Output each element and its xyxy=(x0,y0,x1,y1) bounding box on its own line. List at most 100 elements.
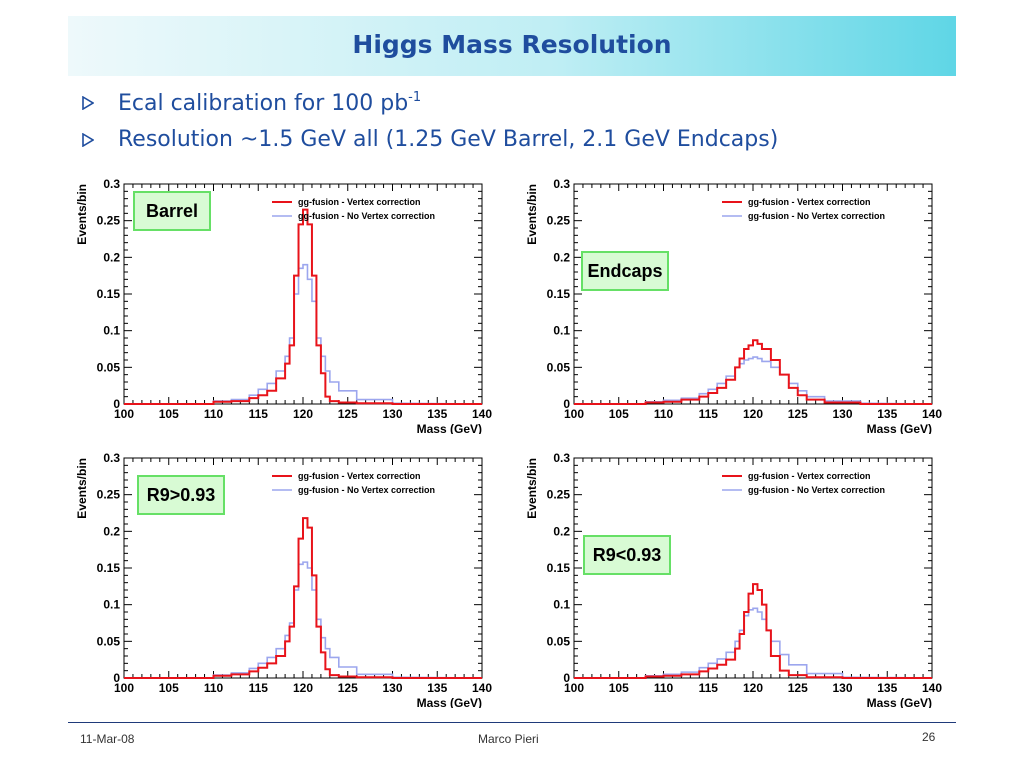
chart-svg: 100 105 110 115 120 125 130 135 140 0 0.05 0.1 0.15 0… xyxy=(525,451,942,708)
y-tick-label: 0.05 xyxy=(97,360,121,374)
y-tick-label: 0 xyxy=(113,671,120,685)
x-tick-label: 100 xyxy=(564,681,584,695)
legend-entry: gg-fusion - Vertex correction xyxy=(298,197,421,207)
bullet-text-main: Ecal calibration for 100 pb xyxy=(118,91,409,116)
x-axis-label: Mass (GeV) xyxy=(867,696,932,708)
x-tick-label: 110 xyxy=(204,681,224,695)
x-tick-label: 125 xyxy=(338,681,358,695)
x-tick-label: 100 xyxy=(114,681,134,695)
y-tick-label: 0.1 xyxy=(103,324,120,338)
x-tick-label: 135 xyxy=(427,681,447,695)
x-axis-label: Mass (GeV) xyxy=(867,422,932,434)
y-tick-label: 0.05 xyxy=(97,634,121,648)
y-tick-label: 0.15 xyxy=(97,561,121,575)
x-tick-label: 100 xyxy=(114,407,134,421)
x-tick-label: 110 xyxy=(654,407,674,421)
legend-entry: gg-fusion - No Vertex correction xyxy=(748,211,885,221)
y-tick-label: 0.25 xyxy=(547,214,571,228)
plot-tag-box xyxy=(137,475,225,515)
series-no-vertex-correction xyxy=(124,561,483,679)
x-tick-label: 140 xyxy=(472,681,492,695)
y-axis-label: Events/bin xyxy=(525,184,539,245)
plot-tag-box xyxy=(583,535,671,575)
y-tick-label: 0.1 xyxy=(103,598,120,612)
bullet-superscript: -1 xyxy=(408,90,422,105)
y-tick-label: 0.25 xyxy=(547,488,571,502)
x-tick-label: 120 xyxy=(743,681,763,695)
x-tick-label: 105 xyxy=(159,681,179,695)
bullet-text: Resolution ~1.5 GeV all (1.25 GeV Barrel… xyxy=(118,127,779,152)
x-tick-label: 135 xyxy=(877,407,897,421)
y-tick-label: 0.2 xyxy=(103,524,120,538)
y-axis-label: Events/bin xyxy=(525,458,539,519)
plot-tag-box xyxy=(133,191,211,231)
x-tick-label: 125 xyxy=(788,681,808,695)
plot-r9-high: 100 105 110 115 120 125 130 135 140 0 0.05 0.1 0.15 0… xyxy=(72,446,542,708)
arrow-bullet-icon xyxy=(82,96,94,110)
chart-svg: 100 105 110 115 120 125 130 135 140 0 0.05 0.1 0.15 0… xyxy=(75,177,492,434)
arrow-bullet-icon xyxy=(82,133,94,147)
y-tick-label: 0.25 xyxy=(97,214,121,228)
series-no-vertex-correction xyxy=(574,356,933,405)
x-tick-label: 105 xyxy=(609,407,629,421)
plot-endcaps: 100 105 110 115 120 125 130 135 140 0 0.05 0.1 0.15 0… xyxy=(522,172,992,434)
title-banner: Higgs Mass Resolution xyxy=(68,16,956,76)
x-axis-label: Mass (GeV) xyxy=(417,696,482,708)
x-tick-label: 135 xyxy=(877,681,897,695)
y-tick-label: 0.3 xyxy=(553,177,570,191)
footer-date: 11-Mar-08 xyxy=(80,732,135,746)
footer-page-number: 26 xyxy=(922,730,936,744)
y-tick-label: 0 xyxy=(563,397,570,411)
y-tick-label: 0.25 xyxy=(97,488,121,502)
y-tick-label: 0.2 xyxy=(553,250,570,264)
y-tick-label: 0.05 xyxy=(547,360,571,374)
plot-tag-label: R9<0.93 xyxy=(593,545,662,565)
y-tick-label: 0.15 xyxy=(547,561,571,575)
plot-tag-label: Barrel xyxy=(146,201,198,221)
plot-tag-box xyxy=(581,251,669,291)
y-tick-label: 0.1 xyxy=(553,324,570,338)
x-tick-label: 115 xyxy=(249,407,269,421)
x-tick-label: 105 xyxy=(609,681,629,695)
y-tick-label: 0.3 xyxy=(103,451,120,465)
y-tick-label: 0.3 xyxy=(553,451,570,465)
x-tick-label: 110 xyxy=(204,407,224,421)
plot-barrel: 100 105 110 115 120 125 130 135 140 0 0.05 0.1 0.15 0… xyxy=(72,172,542,434)
y-tick-label: 0.15 xyxy=(547,287,571,301)
footer-divider xyxy=(68,722,956,723)
chart-svg: 100 105 110 115 120 125 130 135 140 0 0.05 0.1 0.15 0… xyxy=(75,451,492,708)
y-tick-label: 0 xyxy=(113,397,120,411)
legend-entry: gg-fusion - No Vertex correction xyxy=(748,485,885,495)
y-tick-label: 0.2 xyxy=(553,524,570,538)
chart-svg: 100 105 110 115 120 125 130 135 140 0 0.05 0.1 0.15 0… xyxy=(525,177,942,434)
x-tick-label: 115 xyxy=(699,681,719,695)
x-tick-label: 115 xyxy=(699,407,719,421)
x-tick-label: 135 xyxy=(427,407,447,421)
plot-tag-label: R9>0.93 xyxy=(147,485,216,505)
y-axis-label: Events/bin xyxy=(75,458,89,519)
x-tick-label: 140 xyxy=(922,407,942,421)
y-tick-label: 0.3 xyxy=(103,177,120,191)
x-tick-label: 130 xyxy=(382,681,402,695)
x-tick-label: 130 xyxy=(832,681,852,695)
x-tick-label: 110 xyxy=(654,681,674,695)
series-vertex-correction xyxy=(124,517,482,679)
series-no-vertex-correction xyxy=(574,607,933,679)
legend-entry: gg-fusion - Vertex correction xyxy=(298,471,421,481)
y-tick-label: 0 xyxy=(563,671,570,685)
x-axis-label: Mass (GeV) xyxy=(417,422,482,434)
bullet-text: Ecal calibration for 100 pb-1 xyxy=(118,90,421,116)
x-tick-label: 130 xyxy=(382,407,402,421)
series-no-vertex-correction xyxy=(124,263,483,405)
series-vertex-correction xyxy=(574,583,932,679)
x-tick-label: 125 xyxy=(788,407,808,421)
series-vertex-correction xyxy=(124,208,482,405)
x-tick-label: 130 xyxy=(832,407,852,421)
y-tick-label: 0.05 xyxy=(547,634,571,648)
plot-tag-label: Endcaps xyxy=(587,261,662,281)
series-vertex-correction xyxy=(574,339,932,405)
legend-entry: gg-fusion - Vertex correction xyxy=(748,471,871,481)
x-tick-label: 140 xyxy=(472,407,492,421)
x-tick-label: 100 xyxy=(564,407,584,421)
x-tick-label: 105 xyxy=(159,407,179,421)
